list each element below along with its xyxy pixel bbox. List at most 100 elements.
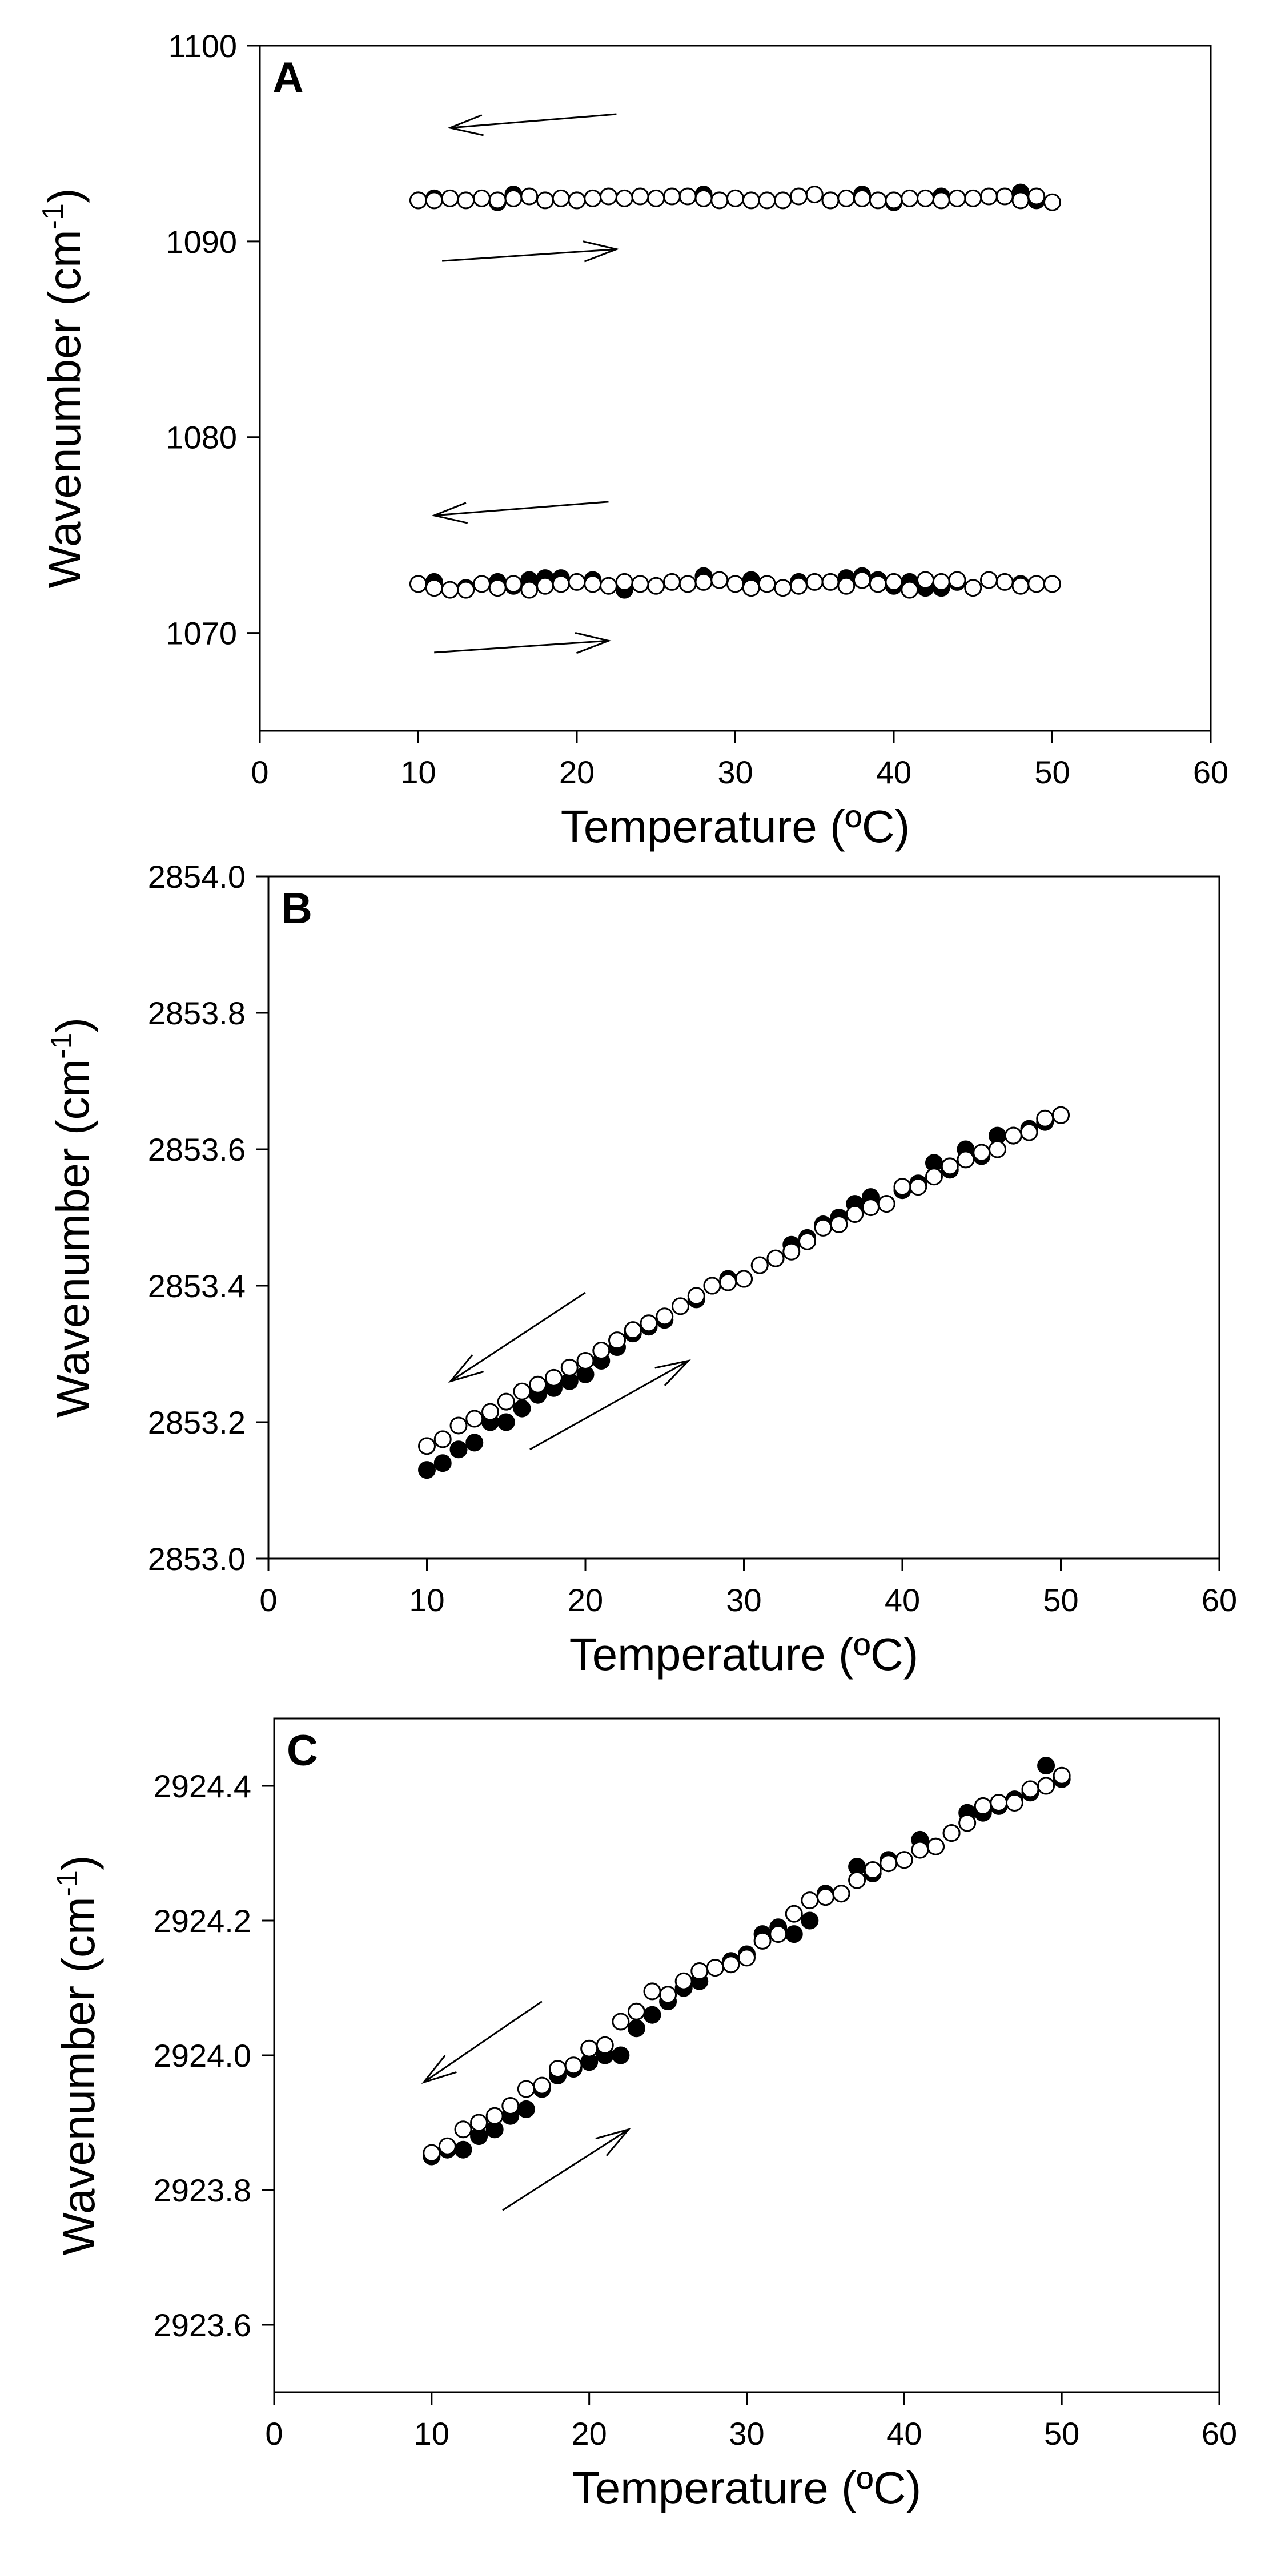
data-point-filled [497,1413,515,1431]
y-axis-label-suffix: ) [47,1017,98,1033]
data-point-open [917,571,934,589]
data-point-filled [433,1454,452,1472]
data-point-open [885,191,903,210]
arrow-head [595,2128,631,2156]
data-point-open [536,191,554,210]
x-axis-label: Temperature (ºC) [569,1629,919,1680]
data-point-open [816,1888,834,1906]
arrow-head [583,240,620,263]
data-point-open [643,1982,661,2001]
y-tick-label: 2853.0 [148,1541,246,1577]
data-point-open [798,1232,816,1250]
data-point-open [488,579,507,597]
data-point-open [932,573,950,591]
data-point-open [568,191,586,210]
arrow-shaft [502,2128,629,2211]
data-point-open [706,1959,724,1977]
data-point-open [738,1949,756,1967]
data-point-open [640,1314,658,1333]
data-point-open [782,1242,801,1261]
data-point-filled [513,1399,531,1418]
data-point-open [742,191,760,210]
data-point-open [501,2097,520,2115]
data-point-open [995,573,1014,591]
data-point-open [790,187,808,206]
data-point-open [536,577,554,595]
data-point-open [964,579,982,597]
x-tick-label: 60 [1202,2416,1237,2452]
data-point-open [710,191,729,210]
data-point-open [608,1331,626,1350]
y-axis-label-superscript: -1 [37,203,70,230]
data-point-open [552,189,570,207]
data-point-open [1011,191,1030,210]
data-point-open [584,189,602,207]
data-point-open [805,186,824,204]
data-point-open [600,577,617,595]
cooling-arrow [431,501,609,524]
arrow-head [654,1359,691,1386]
heating-arrow [434,631,612,654]
data-point-open [848,1871,866,1889]
y-axis-label-suffix: ) [53,1855,104,1870]
y-axis-label: Wavenumber (cm-1) [45,1017,98,1418]
data-point-open [409,575,427,593]
data-point-open [656,1307,674,1326]
data-point-filled [1037,1757,1055,1775]
data-point-open [663,187,681,206]
data-point-filled [627,2019,645,2038]
data-point-open [552,575,570,593]
data-point-open [520,187,539,206]
data-point-open [1043,575,1061,593]
data-point-open [520,581,539,599]
data-point-open [615,573,633,591]
x-tick-label: 10 [414,2416,449,2452]
y-tick-label: 1090 [166,224,237,260]
data-point-open [932,191,950,210]
data-point-open [545,1368,563,1387]
data-point-open [785,1905,803,1923]
arrow-head [448,1354,484,1383]
x-tick-label: 40 [886,2416,922,2452]
data-point-open [742,579,760,597]
x-tick-label: 10 [400,754,436,790]
y-axis-label-superscript: -1 [45,1033,78,1059]
data-point-open [853,189,871,207]
data-point-open [615,189,633,207]
x-tick-label: 20 [568,1582,603,1618]
data-point-open [758,191,776,210]
y-axis-label-text: Wavenumber (cm [47,1059,98,1418]
data-point-open [925,1168,943,1186]
data-point-open [1021,1780,1039,1798]
data-point-open [631,187,649,206]
x-tick-label: 0 [251,754,268,790]
y-tick-label: 2924.0 [154,2038,251,2074]
y-axis-label-text: Wavenumber (cm [39,230,90,588]
series-open [423,1766,1071,2162]
x-tick-label: 20 [559,754,595,790]
data-point-filled [612,2046,630,2064]
data-point-open [958,1814,977,1832]
y-tick-label: 2923.6 [154,2307,251,2343]
y-tick-label: 2853.4 [148,1268,246,1304]
data-point-open [869,191,887,210]
data-point-open [647,189,665,207]
x-tick-label: 50 [1044,2416,1079,2452]
data-point-open [1005,1794,1023,1812]
data-point-open [1052,1106,1070,1124]
arrow-shaft [449,113,617,129]
y-tick-label: 2924.4 [154,1768,251,1804]
data-point-open [801,1891,819,1910]
data-point-open [674,1972,693,1990]
data-point-open [457,191,475,210]
data-point-open [1027,575,1046,593]
x-tick-label: 50 [1043,1582,1078,1618]
y-tick-label: 2854.0 [148,859,246,895]
data-point-filled [643,2006,661,2024]
data-point-open [766,1249,785,1267]
data-point-open [568,573,586,591]
data-point-open [869,575,887,593]
plot-frame [259,45,1212,732]
data-point-open [927,1837,945,1855]
